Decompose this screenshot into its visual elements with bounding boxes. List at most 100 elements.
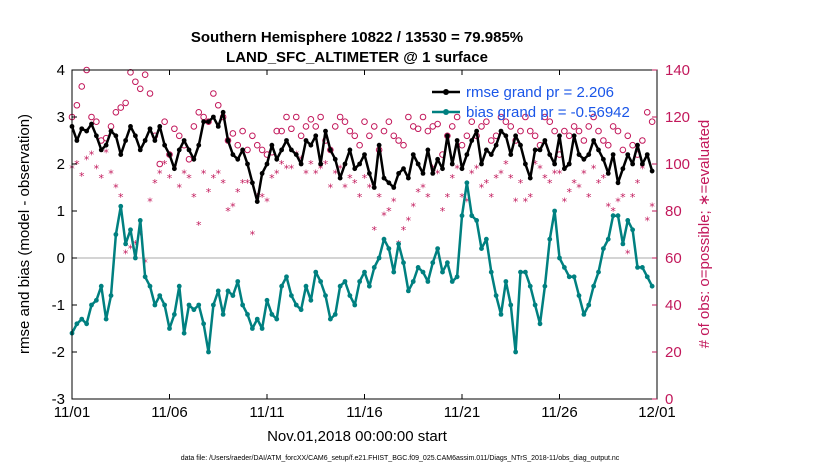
legend-label: rmse grand pr = 2.206 [466, 84, 614, 101]
obs-evaluated-point: * [454, 163, 460, 176]
obs-possible-point [639, 137, 646, 144]
bias-point [201, 321, 207, 327]
rmse-point [591, 138, 597, 143]
y-tick-label: 3 [57, 109, 65, 126]
obs-possible-point [214, 101, 222, 109]
bias-point [557, 255, 562, 261]
obs-possible-point [210, 90, 217, 97]
bias-point [649, 283, 655, 289]
obs-possible-point [419, 113, 427, 121]
obs-possible-point [522, 113, 529, 121]
bias-point [225, 288, 231, 294]
bias-point [405, 288, 411, 294]
obs-possible-point [546, 118, 554, 125]
bias-point [113, 232, 119, 237]
obs-possible-point [614, 127, 622, 135]
y-right-tick-label: 0 [665, 391, 673, 408]
obs-evaluated-point: * [489, 191, 495, 204]
rmse-point [615, 180, 621, 186]
obs-possible-point [161, 118, 168, 125]
obs-possible-point [312, 123, 320, 130]
bias-point [527, 283, 533, 289]
rmse-point [142, 138, 148, 143]
rmse-point [298, 161, 304, 167]
rmse-point [264, 161, 270, 167]
bias-point [245, 312, 250, 317]
bias-point [513, 349, 519, 355]
obs-evaluated-point: * [469, 167, 475, 180]
bias-point [488, 269, 494, 275]
bias-point [596, 269, 601, 275]
rmse-point [313, 133, 319, 139]
y-axis-label: rmse and bias (model - observation) [16, 114, 33, 354]
rmse-point [284, 138, 289, 143]
obs-possible-point [400, 141, 407, 149]
bias-point [118, 203, 124, 209]
legend: rmse grand pr = 2.206 bias grand pr = -0.… [432, 84, 630, 121]
rmse-point [74, 138, 80, 143]
rmse-point [206, 119, 211, 125]
rmse-point [215, 124, 221, 129]
obs-evaluated-point: * [347, 172, 353, 185]
obs-possible-point [229, 130, 237, 137]
obs-possible-point [468, 118, 476, 125]
bias-point [542, 283, 548, 289]
obs-evaluated-point: * [415, 186, 421, 199]
obs-possible-point [390, 132, 398, 140]
bias-point [576, 293, 582, 298]
obs-possible-point [253, 141, 261, 149]
obs-evaluated-point: * [240, 177, 246, 190]
rmse-point [454, 138, 460, 143]
obs-evaluated-point: * [289, 163, 295, 176]
obs-evaluated-point: * [230, 200, 236, 213]
obs-possible-point [146, 90, 154, 97]
x-tick-label: 11/01 [54, 404, 90, 421]
rmse-point [547, 152, 553, 158]
bias-point [269, 312, 275, 317]
obs-evaluated-point: * [635, 177, 641, 190]
bias-point [518, 269, 523, 275]
y-tick-label: 1 [57, 203, 65, 220]
obs-evaluated-point: * [118, 191, 124, 204]
rmse-point [371, 185, 377, 190]
x-axis-label: Nov.01,2018 00:00:00 start [267, 428, 448, 445]
rmse-point [137, 147, 143, 153]
obs-evaluated-point: * [406, 214, 412, 227]
obs-evaluated-point: * [84, 153, 90, 166]
y-right-tick-label: 100 [665, 156, 690, 173]
obs-possible-point [624, 132, 632, 140]
obs-possible-point [346, 127, 354, 135]
bias-point [454, 274, 460, 280]
bias-point [303, 283, 309, 289]
bias-point [288, 293, 294, 298]
obs-evaluated-point: * [337, 163, 343, 176]
obs-evaluated-point: * [528, 191, 534, 204]
bias-point [503, 279, 509, 284]
bias-point [386, 246, 392, 252]
obs-evaluated-point: * [367, 182, 373, 195]
rmse-point [337, 175, 343, 181]
bias-point [93, 297, 99, 303]
bias-point [171, 312, 177, 317]
bias-point [639, 265, 645, 270]
rmse-point [347, 147, 353, 153]
obs-possible-point [585, 123, 593, 130]
rmse-point [396, 171, 402, 176]
bias-point [84, 321, 90, 327]
obs-possible-point [356, 141, 363, 149]
bias-point [600, 246, 606, 252]
bias-point [430, 260, 436, 266]
rmse-point [440, 166, 445, 172]
obs-evaluated-point: * [581, 167, 587, 180]
obs-evaluated-point: * [596, 177, 602, 190]
rmse-point [186, 147, 192, 153]
obs-evaluated-point: * [411, 200, 417, 213]
obs-possible-point [541, 113, 549, 121]
obs-evaluated-point: * [308, 158, 314, 171]
y-tick-label: 2 [57, 156, 65, 173]
bias-point [220, 312, 226, 317]
y-right-tick-label: 80 [665, 203, 682, 220]
obs-possible-point [136, 85, 144, 93]
obs-possible-point [88, 113, 95, 121]
rmse-point [644, 152, 650, 158]
